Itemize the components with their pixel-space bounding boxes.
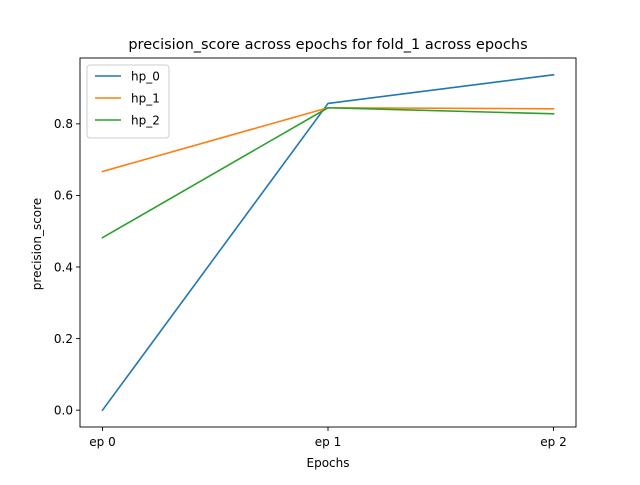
series-line-hp_2: [101, 106, 555, 239]
series-line-hp_0: [101, 73, 555, 412]
legend-label-hp_2: hp_2: [131, 113, 160, 127]
x-tick-label-1: ep 1: [315, 435, 341, 449]
y-axis-label: precision_score: [30, 198, 44, 290]
y-tick-label-2: 0.4: [54, 260, 73, 274]
legend-label-hp_0: hp_0: [131, 69, 160, 83]
x-tick-label-0: ep 0: [89, 435, 115, 449]
plot-area: ep 0 ep 1 ep 2 0.0 0.2 0.4 0.6 0.8: [54, 57, 577, 449]
y-tick-label-0: 0.0: [54, 403, 73, 417]
y-tick-label-3: 0.6: [54, 189, 73, 203]
chart-title: precision_score across epochs for fold_1…: [128, 37, 527, 53]
y-tick-label-4: 0.8: [54, 117, 73, 131]
legend: hp_0 hp_1 hp_2: [86, 64, 170, 139]
y-tick-label-1: 0.2: [54, 332, 73, 346]
x-axis-label: Epochs: [307, 456, 350, 470]
legend-label-hp_1: hp_1: [131, 91, 160, 105]
x-tick-label-2: ep 2: [540, 435, 566, 449]
